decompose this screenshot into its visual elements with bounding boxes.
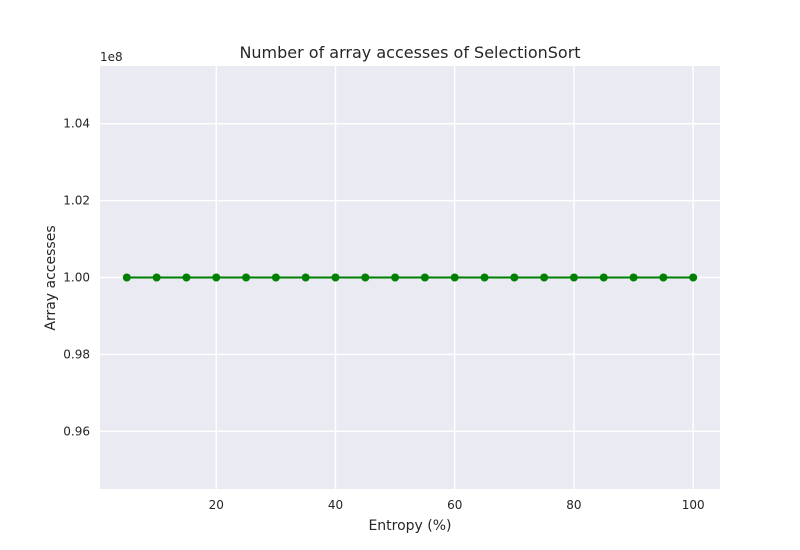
y-offset-label: 1e8 bbox=[100, 50, 123, 64]
x-tick-label: 60 bbox=[447, 498, 462, 512]
series-layer bbox=[122, 273, 698, 282]
data-point bbox=[540, 273, 549, 282]
y-tick-label: 1.02 bbox=[63, 194, 90, 208]
x-tick-label: 40 bbox=[328, 498, 343, 512]
x-tick-label: 20 bbox=[209, 498, 224, 512]
data-point bbox=[391, 273, 400, 282]
data-point bbox=[152, 273, 161, 282]
data-point bbox=[331, 273, 340, 282]
y-tick-label: 0.98 bbox=[63, 347, 90, 361]
data-point bbox=[301, 273, 310, 282]
data-point bbox=[689, 273, 698, 282]
y-axis-label: Array accesses bbox=[43, 225, 59, 330]
data-point bbox=[659, 273, 668, 282]
data-point bbox=[599, 273, 608, 282]
data-point bbox=[569, 273, 578, 282]
x-axis-label: Entropy (%) bbox=[368, 518, 451, 534]
chart-title: Number of array accesses of SelectionSor… bbox=[239, 43, 580, 62]
data-point bbox=[122, 273, 131, 282]
data-point bbox=[420, 273, 429, 282]
y-tick-labels: 0.96 0.98 1.00 1.02 1.04 bbox=[63, 117, 90, 439]
y-tick-label: 1.04 bbox=[63, 117, 90, 131]
x-tick-label: 100 bbox=[682, 498, 705, 512]
y-tick-label: 1.00 bbox=[63, 271, 90, 285]
data-point bbox=[629, 273, 638, 282]
data-point bbox=[510, 273, 519, 282]
data-point bbox=[271, 273, 280, 282]
data-point bbox=[182, 273, 191, 282]
data-point bbox=[480, 273, 489, 282]
data-point bbox=[450, 273, 459, 282]
data-point bbox=[242, 273, 251, 282]
x-tick-labels: 20 40 60 80 100 bbox=[209, 498, 705, 512]
y-tick-label: 0.96 bbox=[63, 424, 90, 438]
data-point bbox=[361, 273, 370, 282]
x-tick-label: 80 bbox=[566, 498, 581, 512]
data-point bbox=[212, 273, 221, 282]
